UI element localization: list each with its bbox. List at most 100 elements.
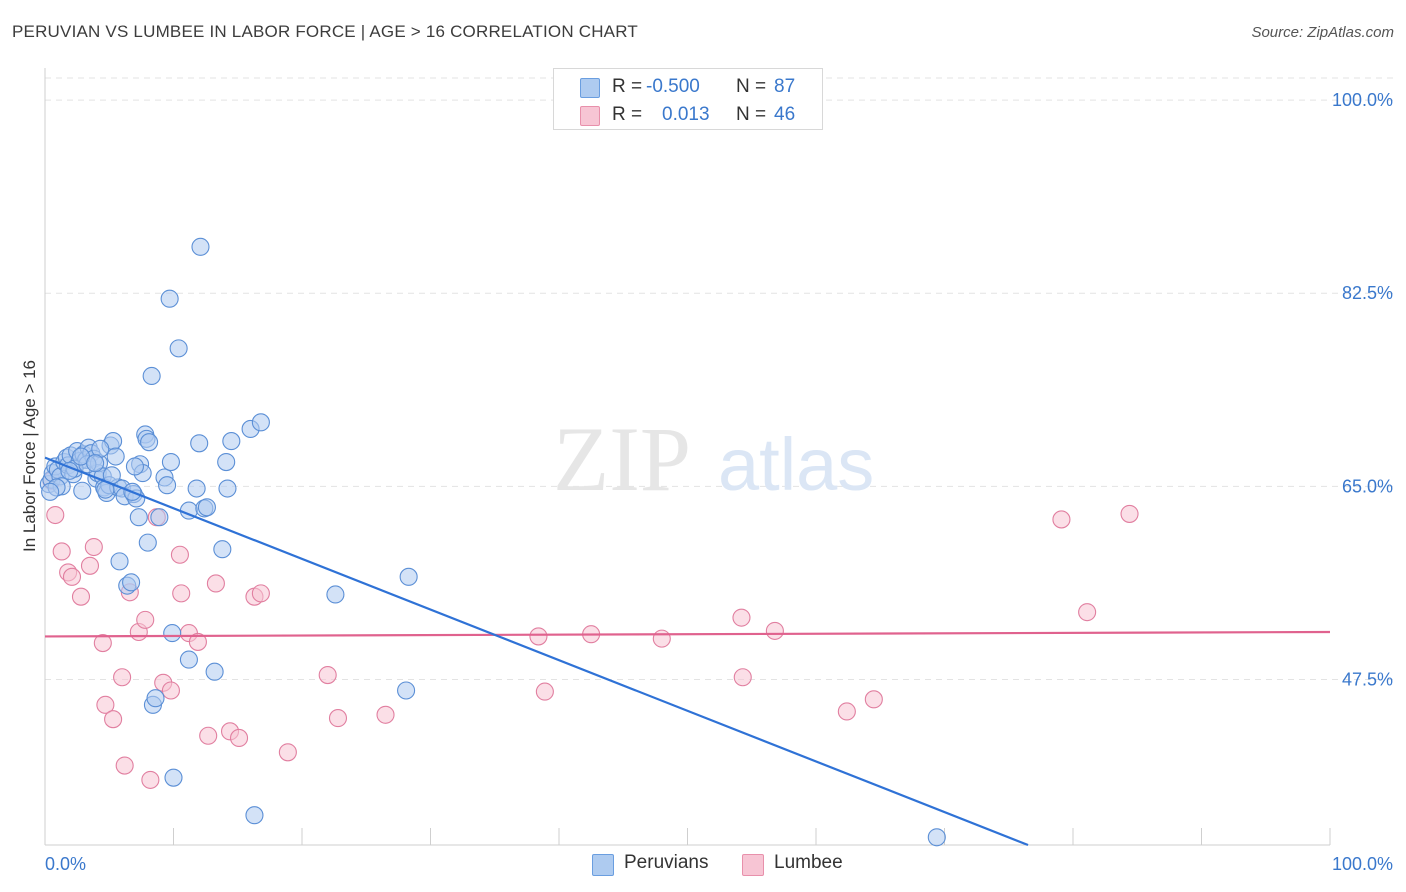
peruvian-point (160, 289, 179, 308)
peruvian-points (39, 237, 946, 847)
y-tick-label: 65.0% (1342, 476, 1393, 496)
peruvian-point (169, 339, 188, 358)
peruvian-point (213, 540, 232, 559)
lumbee-point (328, 709, 348, 728)
peruvian-point (146, 689, 165, 708)
stats-row-lumbee: R = 0.013 N = 46 (554, 101, 822, 129)
peruvian-point (73, 481, 92, 500)
tick-labels: 47.5% 65.0% 82.5% 100.0% 0.0% 100.0% (45, 90, 1393, 874)
lumbee-point (136, 610, 155, 629)
r-value: -0.500 (646, 76, 700, 97)
peruvian-point (179, 650, 198, 669)
lumbee-point (188, 632, 207, 651)
lumbee-point (251, 584, 270, 603)
peruvian-point (164, 768, 183, 787)
lumbee-point (104, 710, 123, 729)
peruvian-point (106, 447, 125, 466)
peruvian-point (122, 573, 141, 592)
lumbee-point (229, 728, 249, 748)
regression-lines (44, 456, 1331, 847)
lumbee-point (864, 690, 883, 709)
n-label: N = (736, 104, 767, 125)
peruvian-point (399, 567, 418, 586)
lumbee-point (93, 633, 112, 653)
lumbee-points (42, 471, 1139, 789)
peruvian-point (218, 479, 237, 498)
lumbee-point (1120, 504, 1139, 523)
peruvians-legend-swatch (592, 854, 614, 876)
lumbee-legend-swatch (742, 854, 764, 876)
lumbee-point (318, 665, 337, 685)
y-tick-label: 47.5% (1342, 669, 1393, 689)
lumbee-swatch (580, 106, 600, 126)
x-tick-label: 0.0% (45, 854, 86, 874)
r-value: 0.013 (662, 104, 710, 125)
x-tick-label: 100.0% (1332, 854, 1393, 874)
lumbee-point (732, 608, 751, 627)
peruvian-point (217, 453, 236, 472)
peruvian-point (245, 806, 264, 825)
axes (44, 68, 1331, 846)
n-value: 87 (774, 76, 796, 97)
lumbee-point (141, 770, 160, 789)
peruvian-point (927, 828, 946, 847)
lumbee-point (1078, 603, 1097, 622)
n-value: 46 (774, 104, 796, 125)
peruvian-point (326, 585, 345, 604)
peruvian-point (190, 434, 209, 453)
r-label: R = (612, 104, 643, 125)
lumbee-point (376, 705, 395, 724)
peruvian-point (110, 552, 129, 571)
lumbee-point (46, 505, 65, 525)
peruvian-point (222, 432, 241, 451)
peruvian-point (86, 454, 105, 473)
peruvian-point (41, 482, 60, 501)
y-tick-label: 82.5% (1342, 283, 1393, 303)
peruvian-point (138, 533, 157, 552)
peruvian-point (158, 476, 177, 495)
peruvian-point (251, 413, 270, 432)
stats-row-peruvians: R = -0.500 N = 87 (554, 73, 822, 101)
lumbee-point (62, 567, 82, 586)
lumbee-point (96, 695, 115, 714)
lumbee-point (115, 756, 134, 775)
peruvian-point (191, 237, 210, 256)
lumbee-point (1052, 510, 1071, 529)
peruvian-point (163, 624, 182, 643)
lumbee-point (529, 627, 548, 646)
y-tick-label: 100.0% (1332, 90, 1393, 110)
legend-label: Peruvians (624, 852, 709, 873)
peruvian-point (142, 366, 161, 386)
watermark-zip: ZIP (553, 408, 691, 510)
n-label: N = (736, 76, 767, 97)
peruvian-point (397, 681, 416, 700)
gridlines (45, 77, 1395, 680)
peruvian-point (150, 508, 169, 527)
peruvian-point (197, 498, 216, 517)
peruvian-point (125, 457, 144, 476)
lumbee-point (84, 537, 103, 557)
peruvian-point (140, 433, 159, 452)
peruvian-point (161, 453, 180, 472)
lumbee-point (113, 668, 132, 687)
peruvians-regression-line (44, 456, 1029, 847)
lumbee-point (170, 545, 189, 564)
watermark-atlas: atlas (718, 423, 874, 506)
peruvian-point (187, 479, 206, 498)
lumbee-point (199, 726, 218, 745)
lumbee-point (80, 556, 100, 575)
peruvians-swatch (580, 78, 600, 98)
stats-legend: R = -0.500 N = 87 R = 0.013 N = 46 (553, 68, 823, 130)
chart-title: PERUVIAN VS LUMBEE IN LABOR FORCE | AGE … (12, 22, 638, 41)
lumbee-regression-line (44, 630, 1331, 638)
r-label: R = (612, 76, 643, 97)
lumbee-point (206, 574, 225, 593)
lumbee-point (71, 587, 91, 606)
lumbee-point (535, 682, 554, 701)
peruvian-point (129, 508, 148, 527)
lumbee-point (161, 681, 180, 700)
lumbee-point (733, 668, 752, 687)
legend-label: Lumbee (774, 852, 843, 873)
lumbee-point (837, 702, 856, 721)
